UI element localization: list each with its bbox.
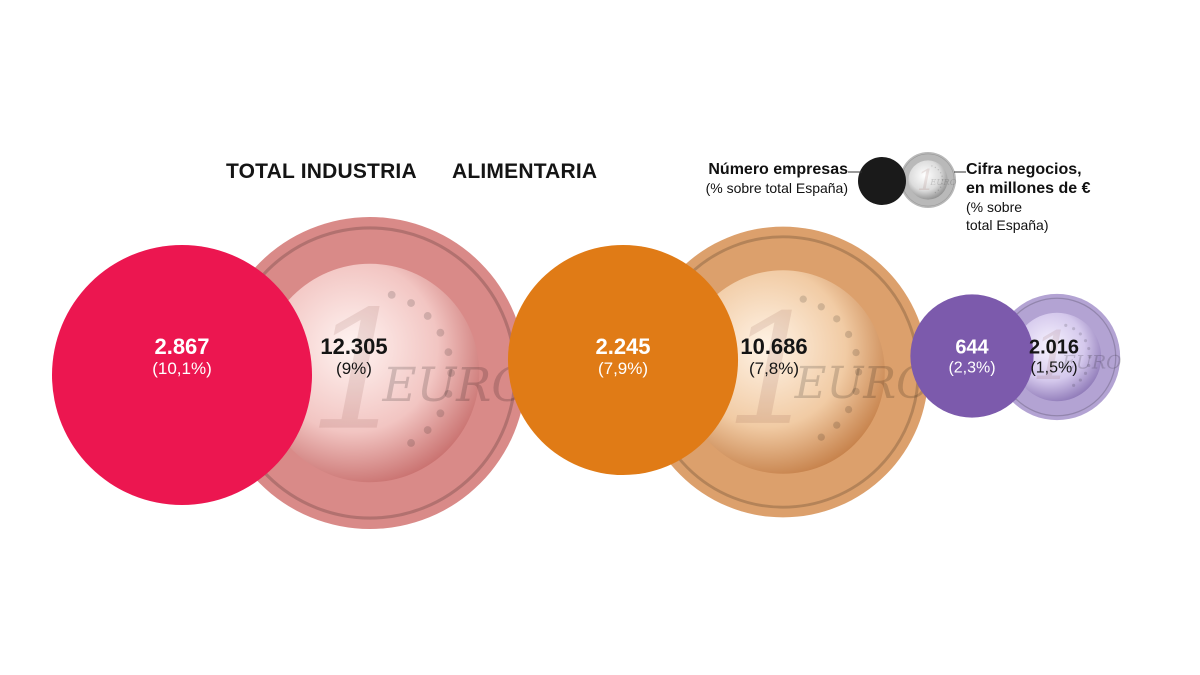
coin-star-2-3 (1083, 339, 1088, 343)
coin-star-1-0 (799, 295, 807, 303)
coin-star-legend-2 (937, 169, 940, 171)
coin-star-1-1 (817, 303, 825, 311)
empresas-value-alimentaria: 2.245 (595, 334, 651, 359)
coin-star-1-8 (833, 421, 841, 429)
coin-star-2-6 (1087, 363, 1091, 368)
coin-star-legend-5 (941, 179, 944, 181)
coin-star-1-9 (817, 433, 825, 441)
coin-star-1-4 (852, 348, 860, 357)
empresas-circle-2 (910, 294, 1034, 418)
coin-star-legend-3 (939, 172, 942, 174)
coin-star-0-8 (423, 426, 432, 434)
negocio-label-third: 2.016 (1,5%) (1029, 337, 1079, 378)
coin-face-1 (681, 270, 885, 474)
coin-star-legend-7 (939, 186, 942, 188)
coin-star-1-2 (833, 315, 841, 323)
coin-digit-legend: 1 (917, 163, 936, 197)
coin-star-0-6 (444, 389, 453, 398)
coin-star-2-2 (1078, 332, 1082, 336)
coin-star-2-5 (1088, 355, 1092, 359)
coin-star-0-7 (436, 409, 445, 418)
coin-star-0-1 (407, 299, 415, 307)
empresas-label-alimentaria: 2.245 (7,9%) (595, 335, 650, 379)
negocio-value-total: 12.305 (320, 334, 388, 359)
coin-star-2-4 (1087, 346, 1091, 351)
empresas-pct-third: (2,3%) (948, 359, 996, 377)
coin-star-legend-6 (941, 183, 943, 185)
empresas-label-total: 2.867 (10,1%) (152, 335, 212, 379)
coin-euro-text-legend: EURO (929, 177, 956, 187)
empresas-pct-total: (10,1%) (152, 359, 212, 378)
coin-digit-0: 1 (308, 276, 412, 467)
empresas-label-third: 644 (2,3%) (948, 337, 995, 378)
empresas-value-total: 2.867 (154, 334, 210, 359)
negocio-value-alimentaria: 10.686 (740, 334, 808, 359)
coin-star-1-6 (852, 387, 860, 396)
empresas-value-third: 644 (955, 336, 989, 359)
coin-digit-2: 1 (1032, 317, 1074, 395)
coin-star-0-3 (436, 328, 445, 337)
legend-negocios-subtitle-1: (% sobre (966, 199, 1023, 215)
coin-face-0 (260, 263, 480, 483)
coin-star-0-9 (407, 439, 415, 447)
coin-star-2-1 (1072, 327, 1076, 331)
empresas-pct-alimentaria: (7,9%) (597, 359, 649, 378)
title-total-industria: TOTAL INDUSTRIA (226, 160, 417, 183)
legend-negocios-title-1: Cifra negocios, (966, 161, 1082, 178)
coin-star-legend-0 (931, 165, 933, 167)
empresas-circle-0 (52, 245, 312, 505)
coin-star-1-5 (854, 368, 863, 376)
coin-star-0-5 (447, 369, 456, 377)
coin-star-legend-8 (937, 189, 940, 191)
empresas-circle-1 (507, 244, 739, 476)
coin-star-2-8 (1078, 378, 1082, 382)
coin-star-0-4 (444, 348, 453, 357)
legend-negocios-title-2: en millones de € (966, 180, 1091, 197)
legend-negocios-subtitle-2: total España) (966, 217, 1049, 233)
coin-face-legend (908, 160, 948, 200)
negocio-pct-third: (1,5%) (1030, 359, 1078, 377)
coin-star-1-7 (844, 405, 853, 414)
coin-star-legend-4 (941, 175, 943, 177)
coin-face-2 (1012, 312, 1102, 402)
coin-star-1-3 (844, 330, 853, 339)
coin-star-0-2 (423, 312, 432, 320)
coin-star-legend-1 (934, 166, 937, 169)
negocio-pct-alimentaria: (7,8%) (748, 359, 800, 378)
negocio-value-third: 2.016 (1028, 336, 1080, 359)
coin-star-2-7 (1083, 371, 1088, 375)
coin-digit-1: 1 (725, 281, 822, 459)
legend-empresas-subtitle: (% sobre total España) (705, 180, 848, 196)
legend-empresas: Número empresas (% sobre total España) (706, 160, 848, 197)
coin-star-0-0 (387, 290, 396, 299)
negocio-label-total: 12.305 (9%) (320, 335, 387, 379)
coin-star-2-9 (1072, 383, 1076, 387)
legend-empresas-title: Número empresas (708, 161, 848, 178)
legend-empresas-circle (858, 157, 906, 205)
coin-star-legend-9 (934, 191, 937, 194)
coin-euro-text-2: EURO (1061, 351, 1122, 373)
coin-euro-text-0: EURO (381, 359, 529, 413)
legend-negocios: Cifra negocios, en millones de € (% sobr… (966, 160, 1090, 234)
coin-star-2-0 (1064, 323, 1068, 327)
coin-euro-text-1: EURO (794, 359, 932, 409)
negocio-pct-total: (9%) (336, 359, 372, 378)
title-alimentaria: ALIMENTARIA (452, 160, 598, 183)
negocio-label-alimentaria: 10.686 (7,8%) (740, 335, 807, 379)
